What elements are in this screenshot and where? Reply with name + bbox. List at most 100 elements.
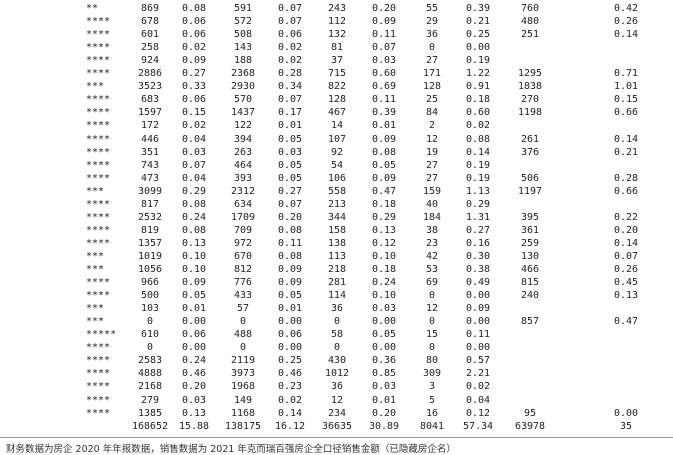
row-label: ****: [86, 224, 111, 236]
cell: 0.05: [181, 290, 207, 302]
cell: 0.15: [613, 94, 639, 106]
cell: 0.21: [465, 16, 491, 28]
cell: 610: [140, 329, 160, 341]
cell: 0.20: [371, 3, 397, 14]
cell: 0.06: [181, 94, 207, 106]
cell: 234: [327, 407, 347, 419]
cell: 1709: [230, 211, 256, 223]
cell: 0.47: [371, 185, 397, 197]
row-label: ****: [86, 120, 111, 132]
cell: 376: [520, 146, 540, 158]
cell: 30.89: [368, 420, 400, 432]
row-label: ***: [86, 250, 105, 262]
cell: 0.11: [465, 329, 491, 341]
cell: 0: [333, 316, 341, 328]
row-label: ****: [86, 55, 111, 67]
cell: 0.09: [371, 133, 397, 145]
cell: 0: [428, 316, 436, 328]
cell: 112: [327, 16, 347, 28]
cell: 159: [422, 185, 442, 197]
row-label: ***: [86, 316, 105, 328]
cell: 130: [520, 250, 540, 262]
cell: 446: [140, 133, 160, 145]
cell: 158: [327, 224, 347, 236]
cell: 54: [330, 159, 344, 171]
cell: 36635: [321, 420, 353, 432]
cell: 0.09: [181, 277, 207, 289]
cell: 279: [140, 394, 160, 406]
cell: 1012: [324, 368, 350, 380]
cell: 344: [327, 211, 347, 223]
cell: 36: [330, 303, 344, 315]
cell: 188: [233, 55, 253, 67]
row-label: ****: [86, 355, 111, 367]
cell: 0.08: [181, 3, 207, 14]
cell: 394: [233, 133, 253, 145]
cell: 0.03: [277, 146, 303, 158]
cell: 1.22: [465, 68, 491, 80]
cell: 3: [428, 381, 436, 393]
cell: 25: [425, 94, 439, 106]
cell: 0.02: [465, 120, 491, 132]
cell: 0.33: [181, 81, 207, 93]
cell: 27: [425, 55, 439, 67]
cell: 473: [140, 172, 160, 184]
cell: 678: [140, 16, 160, 28]
cell: 601: [140, 29, 160, 41]
cell: 12: [330, 394, 344, 406]
cell: 0.25: [277, 355, 303, 367]
cell: 2119: [230, 355, 256, 367]
cell: 0.05: [371, 159, 397, 171]
cell: 128: [327, 94, 347, 106]
cell: 1968: [230, 381, 256, 393]
row-label: ****: [86, 198, 111, 210]
cell: 2: [428, 120, 436, 132]
cell: 715: [327, 68, 347, 80]
cell: 36: [330, 381, 344, 393]
cell: 0.00: [181, 342, 207, 354]
cell: 0.47: [613, 316, 639, 328]
cell: 500: [140, 290, 160, 302]
row-label: ****: [86, 16, 111, 28]
cell: 1.31: [465, 211, 491, 223]
cell: 0.25: [465, 29, 491, 41]
cell: 16: [425, 407, 439, 419]
cell: 760: [520, 3, 540, 14]
cell: 869: [140, 3, 160, 14]
cell: 251: [520, 29, 540, 41]
cell: 0.06: [181, 29, 207, 41]
cell: 8041: [419, 420, 445, 432]
cell: 466: [520, 264, 540, 275]
cell: 0.14: [613, 133, 639, 145]
cell: 0.19: [465, 55, 491, 67]
cell: 0.00: [181, 316, 207, 328]
cell: 0.07: [277, 16, 303, 28]
cell: 57: [236, 303, 250, 315]
cell: 23: [425, 237, 439, 249]
cell: 42: [425, 250, 439, 262]
cell: 0.11: [371, 94, 397, 106]
cell: 0.13: [181, 237, 207, 249]
cell: 0: [428, 290, 436, 302]
cell: 3523: [137, 81, 163, 93]
cell: 35: [619, 420, 633, 432]
cell: 113: [327, 250, 347, 262]
cell: 0.66: [613, 185, 639, 197]
cell: 776: [233, 277, 253, 289]
cell: 149: [233, 394, 253, 406]
cell: 0.07: [613, 250, 639, 262]
cell: 0.03: [181, 146, 207, 158]
cell: 92: [330, 146, 344, 158]
cell: 1437: [230, 107, 256, 119]
cell: 309: [422, 368, 442, 380]
row-label: ****: [86, 172, 111, 184]
cell: 0.13: [613, 290, 639, 302]
cell: 0: [333, 342, 341, 354]
cell: 5: [428, 394, 436, 406]
cell: 0.26: [613, 16, 639, 28]
cell: 0.02: [181, 120, 207, 132]
row-label: ****: [86, 381, 111, 393]
cell: 132: [327, 29, 347, 41]
cell: 0.10: [181, 264, 207, 275]
